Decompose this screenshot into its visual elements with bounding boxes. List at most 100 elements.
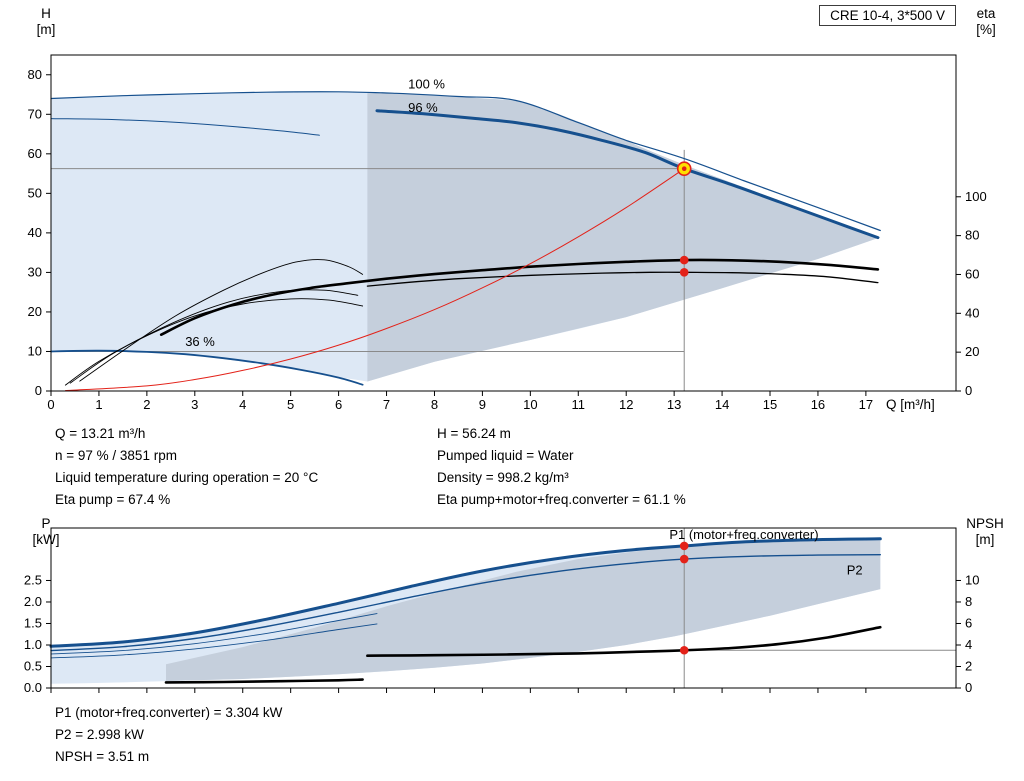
h-axis-label: H [m]	[24, 6, 68, 38]
p2-readout: P2 = 2.998 kW	[55, 727, 144, 742]
x-tick-label: 14	[715, 397, 729, 412]
eta-axis-label-line1: eta	[976, 6, 996, 21]
y-right-tick-label: 80	[965, 228, 979, 243]
h-axis-label-line2: [m]	[36, 22, 56, 37]
x-tick-label: 0	[47, 397, 54, 412]
x-tick-label: 17	[859, 397, 873, 412]
y-right-tick-label: 8	[965, 594, 972, 609]
temperature-readout: Liquid temperature during operation = 20…	[55, 470, 319, 485]
x-tick-label: 7	[383, 397, 390, 412]
y-right-tick-label: 4	[965, 637, 972, 652]
x-tick-label: 5	[287, 397, 294, 412]
eta-total-point	[679, 268, 689, 277]
eta-arc-2	[69, 289, 359, 384]
h-axis-label-line1: H	[41, 6, 51, 21]
y-right-tick-label: 10	[965, 572, 979, 587]
y-right-tick-label: 60	[965, 266, 979, 281]
y-right-tick-label: 40	[965, 305, 979, 320]
eta-axis-label-line2: [%]	[976, 22, 996, 37]
npsh-axis-label: NPSH [m]	[956, 516, 1014, 548]
duty-readouts-right: H = 56.24 m Pumped liquid = Water Densit…	[437, 423, 686, 511]
y-left-tick-label: 30	[28, 264, 42, 279]
affinity-curve	[64, 168, 685, 392]
y-right-tick-label: 6	[965, 615, 972, 630]
qh-36pct-curve	[50, 349, 364, 386]
eta-arc-3	[79, 259, 364, 382]
head-readout: H = 56.24 m	[437, 426, 511, 441]
x-tick-label: 12	[619, 397, 633, 412]
y-left-tick-label: 0.0	[24, 680, 42, 695]
power-npsh-chart-frame	[50, 527, 957, 689]
p-axis-label-line2: [kW]	[32, 532, 60, 547]
qh-aux-curve	[50, 118, 320, 136]
qh-eta-chart-frame	[50, 54, 957, 392]
density-readout: Density = 998.2 kg/m³	[437, 470, 569, 485]
label-36pct: 36 %	[185, 334, 215, 349]
y-left-tick-label: 60	[28, 146, 42, 161]
y-left-tick-label: 10	[28, 343, 42, 358]
x-tick-label: 16	[811, 397, 825, 412]
y-right-tick-label: 20	[965, 344, 979, 359]
x-tick-label: 2	[143, 397, 150, 412]
duty-envelope-dark	[367, 92, 881, 382]
p2-point	[679, 554, 689, 564]
x-tick-label: 8	[431, 397, 438, 412]
y-left-tick-label: 1.0	[24, 637, 42, 652]
y-left-tick-label: 0.5	[24, 658, 42, 673]
label-100pct: 100 %	[408, 76, 445, 91]
pump-model-badge: CRE 10-4, 3*500 V	[819, 5, 956, 26]
eta-axis-label: eta [%]	[964, 6, 1008, 38]
p1-curve-label: P1 (motor+freq.converter)	[669, 527, 818, 542]
qh-speed-curve	[375, 109, 880, 240]
x-tick-label: 4	[239, 397, 246, 412]
speed-readout: n = 97 % / 3851 rpm	[55, 448, 177, 463]
q-axis-label: Q [m³/h]	[886, 397, 935, 412]
eta-total-readout: Eta pump+motor+freq.converter = 61.1 %	[437, 492, 686, 507]
y-right-tick-label: 0	[965, 680, 972, 695]
npsh-axis-label-line2: [m]	[975, 532, 995, 547]
duty-readouts-left: Q = 13.21 m³/h n = 97 % / 3851 rpm Liqui…	[55, 423, 318, 511]
power-envelope-dark	[166, 537, 881, 682]
y-left-tick-label: 50	[28, 185, 42, 200]
npsh-axis-label-line1: NPSH	[966, 516, 1004, 531]
y-right-tick-label: 0	[965, 383, 972, 398]
p2-curve	[50, 554, 881, 652]
p1-readout: P1 (motor+freq.converter) = 3.304 kW	[55, 705, 283, 720]
x-tick-label: 1	[95, 397, 102, 412]
power-readouts: P1 (motor+freq.converter) = 3.304 kW P2 …	[55, 702, 282, 768]
p-axis-label: P [kW]	[24, 516, 68, 548]
y-left-tick-label: 80	[28, 67, 42, 82]
y-right-tick-label: 100	[965, 189, 987, 204]
y-left-tick-label: 40	[28, 225, 42, 240]
y-left-tick-label: 20	[28, 304, 42, 319]
p-aux-curve-1	[50, 613, 378, 655]
p-axis-label-line1: P	[41, 516, 51, 531]
eta-total-curve	[366, 271, 879, 287]
npsh-min-curve	[164, 678, 364, 684]
flow-readout: Q = 13.21 m³/h	[55, 426, 146, 441]
x-tick-label: 9	[479, 397, 486, 412]
npsh-curve	[366, 625, 882, 657]
y-left-tick-label: 0	[35, 383, 42, 398]
y-right-tick-label: 2	[965, 658, 972, 673]
label-96pct: 96 %	[408, 100, 438, 115]
y-left-tick-label: 1.5	[24, 615, 42, 630]
y-left-tick-label: 2.0	[24, 594, 42, 609]
liquid-readout: Pumped liquid = Water	[437, 448, 574, 463]
x-tick-label: 15	[763, 397, 777, 412]
eta-pump-readout: Eta pump = 67.4 %	[55, 492, 171, 507]
npsh-point	[679, 645, 689, 655]
duty-point-center	[681, 166, 687, 171]
x-tick-label: 11	[572, 397, 586, 412]
x-tick-label: 6	[335, 397, 342, 412]
p2-curve-label: P2	[847, 563, 863, 578]
y-left-tick-label: 2.5	[24, 572, 42, 587]
p1-curve	[49, 537, 882, 648]
qh-100pct-curve	[50, 91, 881, 232]
p1-point	[679, 541, 689, 551]
p-aux-curve-2	[50, 623, 378, 659]
x-tick-label: 13	[667, 397, 681, 412]
eta-pump-point	[679, 255, 689, 265]
